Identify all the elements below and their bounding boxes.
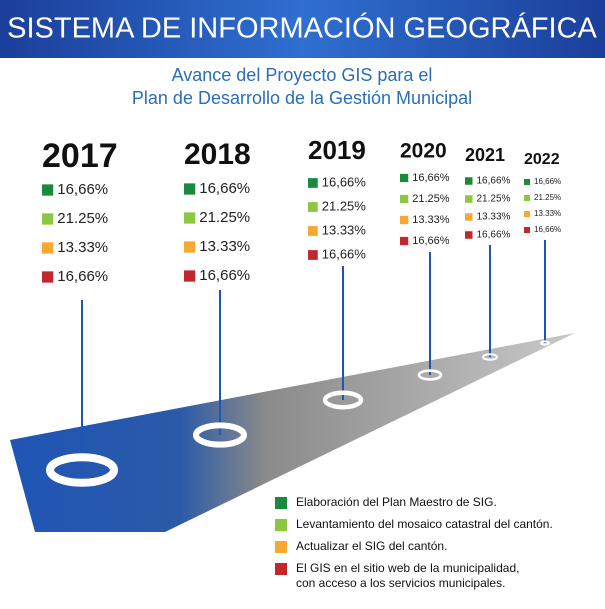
legend-swatch <box>275 541 287 553</box>
year: 2017 <box>42 137 118 175</box>
percent: 13.33% <box>534 209 561 218</box>
percent: 16,66% <box>322 174 367 189</box>
color-square <box>400 174 408 182</box>
color-square <box>308 178 318 188</box>
year: 2020 <box>400 140 447 163</box>
color-square <box>184 241 195 252</box>
color-square <box>524 195 530 201</box>
percent: 16,66% <box>322 246 367 261</box>
color-square <box>400 216 408 224</box>
percent: 16,66% <box>534 177 561 186</box>
percent: 21.25% <box>199 209 250 226</box>
percent: 16,66% <box>57 181 108 198</box>
color-square <box>184 270 195 281</box>
subtitle: Avance del Proyecto GIS para el <box>172 65 433 85</box>
percent: 13.33% <box>477 212 511 223</box>
percent: 21.25% <box>412 193 450 205</box>
percent: 16,66% <box>199 180 250 197</box>
percent: 16,66% <box>57 268 108 285</box>
percent: 21.25% <box>534 193 561 202</box>
color-square <box>465 195 473 203</box>
legend-swatch <box>275 563 287 575</box>
color-square <box>465 177 473 185</box>
color-square <box>42 184 53 195</box>
infographic: SISTEMA DE INFORMACIÓN GEOGRÁFICA Avance… <box>0 0 605 604</box>
year: 2018 <box>184 138 251 171</box>
color-square <box>465 231 473 239</box>
color-square <box>524 179 530 185</box>
color-square <box>42 271 53 282</box>
percent: 13.33% <box>199 238 250 255</box>
color-square <box>308 226 318 236</box>
year: 2019 <box>308 135 366 165</box>
legend-swatch <box>275 519 287 531</box>
percent: 21.25% <box>477 194 511 205</box>
color-square <box>184 212 195 223</box>
year: 2021 <box>465 145 505 165</box>
color-square <box>524 227 530 233</box>
header-title: SISTEMA DE INFORMACIÓN GEOGRÁFICA <box>7 12 597 45</box>
percent: 21.25% <box>57 210 108 227</box>
legend-label: Actualizar el SIG del cantón. <box>296 539 447 553</box>
percent: 16,66% <box>534 225 561 234</box>
color-square <box>400 237 408 245</box>
legend-label: El GIS en el sitio web de la municipalid… <box>296 561 519 575</box>
color-square <box>184 183 195 194</box>
subtitle: Plan de Desarrollo de la Gestión Municip… <box>132 88 472 108</box>
legend-label: Elaboración del Plan Maestro de SIG. <box>296 495 497 509</box>
year: 2022 <box>524 151 560 168</box>
percent: 13.33% <box>412 214 450 226</box>
color-square <box>308 250 318 260</box>
percent: 16,66% <box>199 267 250 284</box>
legend-label: con acceso a los servicios municipales. <box>296 576 505 590</box>
color-square <box>400 195 408 203</box>
percent: 13.33% <box>57 239 108 256</box>
legend-swatch <box>275 497 287 509</box>
color-square <box>42 242 53 253</box>
percent: 16,66% <box>477 176 511 187</box>
color-square <box>524 211 530 217</box>
percent: 16,66% <box>412 235 450 247</box>
percent: 21.25% <box>322 198 367 213</box>
color-square <box>42 213 53 224</box>
percent: 13.33% <box>322 222 367 237</box>
legend-label: Levantamiento del mosaico catastral del … <box>296 517 553 531</box>
color-square <box>308 202 318 212</box>
percent: 16,66% <box>477 230 511 241</box>
color-square <box>465 213 473 221</box>
percent: 16,66% <box>412 172 450 184</box>
